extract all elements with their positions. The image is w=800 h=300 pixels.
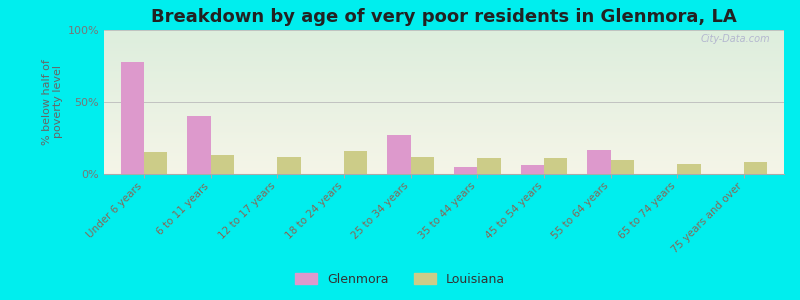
Bar [678, 164, 701, 174]
Bar [410, 157, 434, 174]
Bar [610, 160, 634, 174]
Bar [521, 165, 544, 174]
Bar [344, 151, 367, 174]
Bar [278, 157, 301, 174]
Bar [544, 158, 567, 174]
Bar [187, 116, 210, 174]
Bar [144, 152, 167, 174]
Bar [587, 149, 610, 174]
Text: City-Data.com: City-Data.com [701, 34, 770, 44]
Y-axis label: % below half of
poverty level: % below half of poverty level [42, 59, 63, 145]
Bar [744, 163, 767, 174]
Bar [454, 167, 478, 174]
Bar [387, 135, 410, 174]
Title: Breakdown by age of very poor residents in Glenmora, LA: Breakdown by age of very poor residents … [151, 8, 737, 26]
Bar [121, 62, 144, 174]
Legend: Glenmora, Louisiana: Glenmora, Louisiana [290, 268, 510, 291]
Bar [478, 158, 501, 174]
Bar [210, 155, 234, 174]
